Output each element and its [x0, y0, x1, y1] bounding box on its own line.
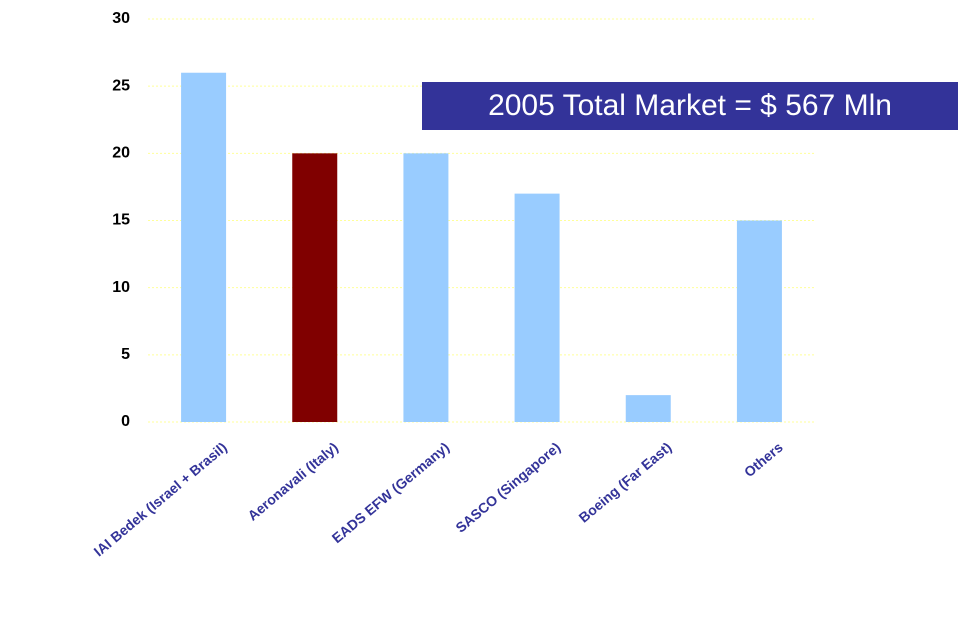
- bar: [625, 395, 671, 422]
- annotation: 2005 Total Market = $ 567 Mln: [488, 89, 892, 122]
- x-tick-label: IAI Bedek (Israel + Brasil): [91, 439, 230, 560]
- annotation-box: [422, 82, 958, 130]
- x-tick-label: SASCO (Singapore): [452, 439, 563, 536]
- x-tick-label: Others: [741, 439, 786, 480]
- x-tick-label: EADS EFW (Germany): [329, 439, 453, 546]
- x-tick-label: Boeing (Far East): [575, 439, 674, 526]
- bar: [736, 220, 782, 422]
- bar: [181, 72, 227, 422]
- y-tick-label: 25: [112, 77, 130, 94]
- x-tick-label: Aeronavali (Italy): [244, 439, 341, 524]
- y-tick-label: 30: [112, 10, 130, 27]
- bar: [514, 193, 560, 422]
- y-tick-label: 0: [121, 413, 130, 430]
- bar: [292, 153, 338, 423]
- bar: [403, 153, 449, 423]
- y-tick-label: 10: [112, 279, 130, 296]
- y-tick-label: 15: [112, 212, 130, 229]
- y-tick-label: 20: [112, 145, 130, 162]
- y-tick-label: 5: [121, 346, 130, 363]
